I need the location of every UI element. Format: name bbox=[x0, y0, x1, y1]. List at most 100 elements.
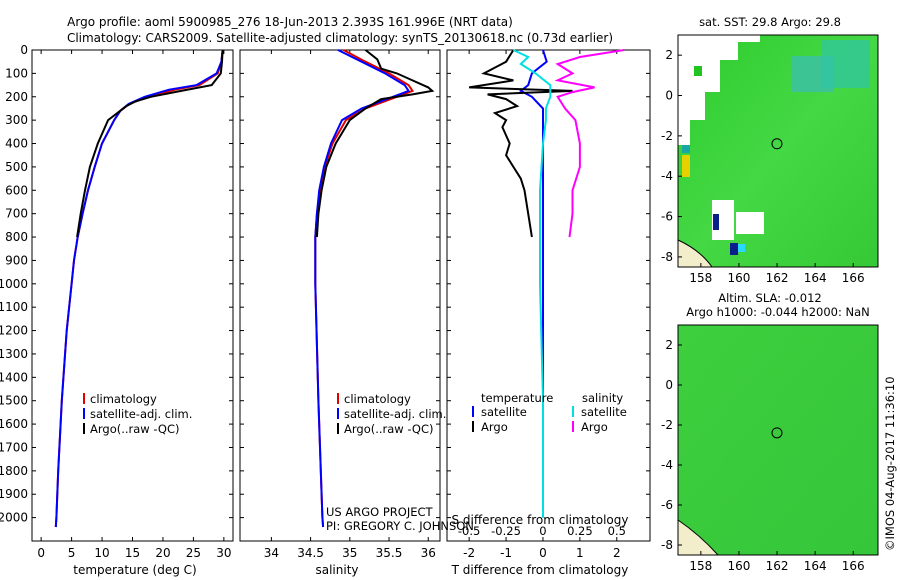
sst-missing-area bbox=[736, 212, 764, 234]
map-x-tick-label: 162 bbox=[766, 559, 789, 573]
legend-temperature-header: temperature bbox=[481, 391, 553, 405]
series-line-argo bbox=[315, 49, 435, 238]
sst-map bbox=[677, 34, 879, 268]
legend-s-satellite: satellite bbox=[581, 405, 627, 419]
x-tick-label: 30 bbox=[216, 546, 231, 560]
salinity-panel: 34 34.5 35 35.5 36 bbox=[239, 49, 441, 560]
pi-credit: PI: GREGORY C. JOHNSON bbox=[326, 519, 474, 533]
x-tick-label: 25 bbox=[186, 546, 201, 560]
legend-satellite: satellite-adj. clim. bbox=[90, 407, 192, 421]
y-tick-label: 600 bbox=[5, 183, 28, 197]
temperature-xlabel: temperature (deg C) bbox=[73, 563, 196, 577]
x-tick-label: 5 bbox=[68, 546, 76, 560]
salinity-legend: climatology satellite-adj. clim. Argo(..… bbox=[337, 392, 446, 436]
y-tick-label: 1300 bbox=[0, 347, 28, 361]
x-tick-label: -1 bbox=[500, 546, 512, 560]
title-line-1: Argo profile: aoml 5900985_276 18-Jun-20… bbox=[67, 15, 513, 29]
difference-panel: -2 -1 0 1 2 -0.5 -0.25 0 0.25 0.5 bbox=[446, 49, 651, 560]
map-x-tick-label: 158 bbox=[689, 271, 712, 285]
sst-map-axes: 158 160 162 164 166 2 0 -2 -4 -6 -8 bbox=[661, 48, 865, 285]
map-y-tick-label: -6 bbox=[661, 498, 673, 512]
map-x-tick-label: 160 bbox=[727, 559, 750, 573]
y-tick-label: 100 bbox=[5, 66, 28, 80]
x-tick-label: 1 bbox=[576, 546, 584, 560]
sla-map-frame bbox=[677, 324, 879, 556]
sst-map-title: sat. SST: 29.8 Argo: 29.8 bbox=[699, 15, 841, 29]
series-line-argo bbox=[76, 49, 224, 238]
x-tick-label: 0 bbox=[37, 546, 45, 560]
y-tick-label: 900 bbox=[5, 253, 28, 267]
x-tick-label: 34 bbox=[264, 546, 279, 560]
y-tick-label: 1800 bbox=[0, 464, 28, 478]
map-y-tick-label: -4 bbox=[661, 458, 673, 472]
series-line-satellite bbox=[54, 49, 224, 528]
map-y-tick-label: -2 bbox=[661, 129, 673, 143]
sst-patch bbox=[713, 214, 719, 230]
sla-map-field bbox=[678, 325, 878, 555]
difference-legend: temperature salinity satellite satellite… bbox=[472, 391, 627, 434]
title-line-2: Climatology: CARS2009. Satellite-adjuste… bbox=[67, 31, 613, 45]
y-tick-label: 1400 bbox=[0, 370, 28, 384]
sst-cold-patch bbox=[682, 155, 690, 177]
y-tick-label: 1600 bbox=[0, 417, 28, 431]
map-x-tick-label: 162 bbox=[766, 271, 789, 285]
sst-patch bbox=[738, 244, 745, 252]
x-tick-label: 35.5 bbox=[376, 546, 403, 560]
y-tick-label: 1200 bbox=[0, 324, 28, 338]
y-tick-label: 700 bbox=[5, 207, 28, 221]
plot-frame bbox=[446, 49, 651, 542]
imos-timestamp: ©IMOS 04-Aug-2017 11:36:10 bbox=[883, 376, 897, 551]
y-tick-label: 800 bbox=[5, 230, 28, 244]
legend-salinity-header: salinity bbox=[582, 391, 623, 405]
x-tick-label: 0 bbox=[539, 546, 547, 560]
s-tick-label: -0.5 bbox=[458, 524, 480, 538]
sst-missing-area bbox=[678, 35, 760, 145]
sst-patch bbox=[694, 66, 702, 76]
x-tick-label: -2 bbox=[463, 546, 475, 560]
map-y-tick-label: -6 bbox=[661, 210, 673, 224]
legend-climatology: climatology bbox=[344, 392, 411, 406]
x-tick-label: 20 bbox=[155, 546, 170, 560]
sla-map-title-2: Argo h1000: -0.044 h2000: NaN bbox=[686, 305, 870, 319]
map-x-tick-label: 160 bbox=[727, 271, 750, 285]
y-tick-label: 1100 bbox=[0, 300, 28, 314]
x-tick-label: 10 bbox=[94, 546, 109, 560]
sst-map-frame bbox=[677, 34, 879, 268]
map-x-tick-label: 166 bbox=[842, 271, 865, 285]
y-tick-label: 1900 bbox=[0, 487, 28, 501]
series-line-s-argo bbox=[554, 49, 625, 238]
y-tick-label: 1000 bbox=[0, 277, 28, 291]
y-tick-label: 400 bbox=[5, 137, 28, 151]
map-y-tick-label: 2 bbox=[665, 338, 673, 352]
map-y-tick-label: -4 bbox=[661, 169, 673, 183]
s-tick-label: 0.25 bbox=[567, 524, 593, 538]
sst-patch bbox=[730, 243, 738, 255]
map-x-tick-label: 158 bbox=[689, 559, 712, 573]
legend-argo: Argo(..raw -QC) bbox=[90, 422, 180, 436]
y-tick-label: 2000 bbox=[0, 511, 28, 525]
legend-t-satellite: satellite bbox=[481, 405, 527, 419]
y-tick-label: 500 bbox=[5, 160, 28, 174]
x-tick-label: 34.5 bbox=[297, 546, 324, 560]
sla-map-title-1: Altim. SLA: -0.012 bbox=[718, 291, 822, 305]
x-tick-label: 15 bbox=[125, 546, 140, 560]
sla-map-axes: 158 160 162 164 166 2 0 -2 -4 -6 -8 bbox=[661, 338, 865, 573]
series-line-satellite bbox=[314, 49, 411, 528]
sla-map bbox=[677, 324, 879, 556]
series-line-t-argo bbox=[468, 49, 573, 238]
series-line-s-satellite bbox=[512, 49, 552, 518]
sst-argo-position-marker bbox=[771, 138, 783, 150]
map-y-tick-label: 0 bbox=[665, 378, 673, 392]
s-tick-label: 0.5 bbox=[608, 524, 626, 538]
x-tick-label: 2 bbox=[613, 546, 621, 560]
map-x-tick-label: 164 bbox=[804, 559, 827, 573]
y-tick-label: 1500 bbox=[0, 394, 28, 408]
legend-s-argo: Argo bbox=[581, 420, 608, 434]
map-y-tick-label: -2 bbox=[661, 418, 673, 432]
s-difference-xlabel: S difference from climatology bbox=[452, 513, 629, 527]
y-tick-label: 200 bbox=[5, 90, 28, 104]
y-tick-label: 1700 bbox=[0, 440, 28, 454]
plot-frame bbox=[31, 49, 234, 542]
y-tick-label: 300 bbox=[5, 113, 28, 127]
